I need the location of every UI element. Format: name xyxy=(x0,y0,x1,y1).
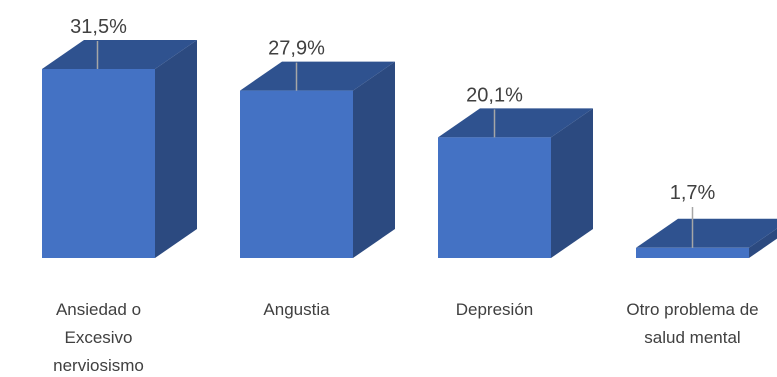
bars-layer xyxy=(42,40,777,259)
data-label: 31,5% xyxy=(70,16,127,38)
data-label: 1,7% xyxy=(670,182,716,204)
bar-top-face xyxy=(42,40,197,69)
bar-side-face xyxy=(551,108,593,259)
category-label: Depresión xyxy=(456,300,534,319)
bar-side-face xyxy=(749,228,777,258)
bar-side-face xyxy=(353,61,395,258)
bar xyxy=(42,69,155,258)
bar xyxy=(240,90,353,258)
category-labels-layer: Ansiedad o Excesivo nerviosismo Angustia Dep… xyxy=(53,300,759,375)
bar-top-face xyxy=(636,218,777,248)
data-label: 20,1% xyxy=(466,84,523,106)
data-labels-layer: 31,5% 27,9% 20,1% 1,7% xyxy=(70,16,715,204)
category-label: Angustia xyxy=(263,300,330,319)
category-label: Ansiedad o xyxy=(56,300,141,319)
category-label: salud mental xyxy=(644,328,740,347)
category-label: Otro problema de xyxy=(626,300,758,319)
category-label: nerviosismo xyxy=(53,356,144,375)
bar-top-face xyxy=(438,108,593,138)
leader-lines-layer xyxy=(96,41,694,248)
bar-top-face xyxy=(240,61,395,91)
data-label: 27,9% xyxy=(268,38,325,60)
bar-side-face xyxy=(155,40,197,258)
category-label: Excesivo xyxy=(64,328,132,347)
bar xyxy=(636,247,749,258)
bar xyxy=(438,137,551,258)
